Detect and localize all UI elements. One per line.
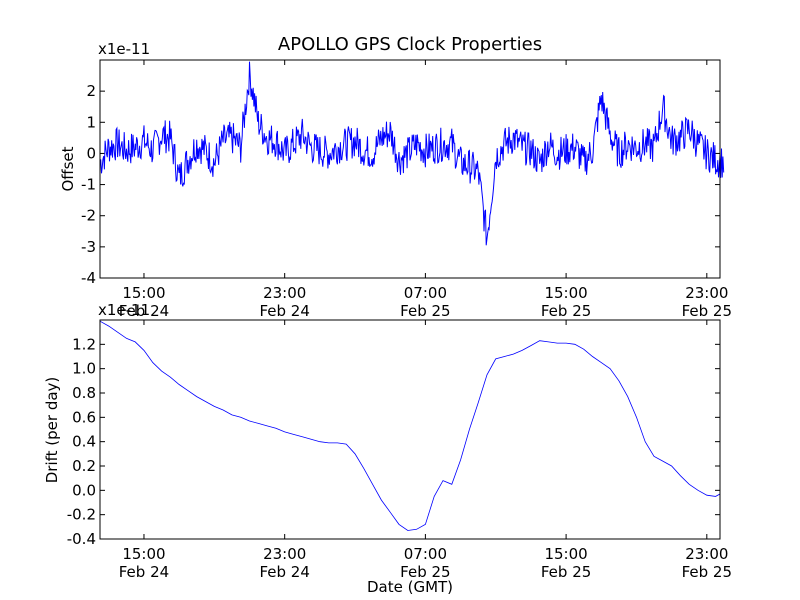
drift-y-multiplier: x1e-11	[98, 301, 150, 319]
offset-plot-frame	[99, 59, 721, 279]
offset-x-tick-date: Feb 24	[119, 302, 169, 320]
drift-x-tick-date: Feb 25	[541, 563, 591, 581]
drift-series-line	[99, 320, 721, 531]
drift-x-tick-time: 15:00	[544, 545, 587, 563]
drift-x-tick-time: 23:00	[685, 545, 728, 563]
drift-plot-area	[100, 320, 720, 539]
offset-y-multiplier: x1e-11	[98, 40, 150, 58]
drift-y-ticks: -0.4 -0.2 0.0 0.2 0.4 0.6 0.8 1.0 1.2	[67, 335, 720, 548]
drift-x-tick-date: Feb 24	[119, 563, 169, 581]
drift-x-tick-date: Feb 24	[259, 563, 309, 581]
chart-title: APOLLO GPS Clock Properties	[278, 34, 542, 55]
drift-y-tick-label: 0.4	[72, 433, 96, 451]
drift-x-tick-date: Feb 25	[682, 563, 732, 581]
offset-x-tick-date: Feb 25	[541, 302, 591, 320]
offset-x-tick-time: 15:00	[122, 284, 165, 302]
offset-y-tick-label: -1	[81, 176, 96, 194]
offset-x-tick-date: Feb 25	[682, 302, 732, 320]
drift-y-tick-label: 0.0	[72, 481, 96, 499]
offset-y-ticks: -4 -3 -2 -1 0 1 2	[81, 82, 720, 287]
offset-y-tick-label: 2	[86, 82, 96, 100]
offset-y-tick-label: 0	[86, 144, 96, 162]
offset-x-tick-time: 15:00	[544, 284, 587, 302]
offset-y-tick-label: -4	[81, 269, 96, 287]
offset-series-line	[99, 61, 725, 246]
drift-plot-frame	[99, 319, 721, 540]
drift-x-tick-time: 07:00	[404, 545, 447, 563]
offset-y-label: Offset	[59, 146, 77, 191]
offset-x-tick-time: 23:00	[263, 284, 306, 302]
offset-y-tick-label: 1	[86, 113, 96, 131]
drift-y-tick-label: -0.4	[67, 530, 96, 548]
offset-y-tick-label: -3	[81, 238, 96, 256]
offset-plot-area	[100, 60, 720, 278]
offset-y-tick-label: -2	[81, 207, 96, 225]
drift-y-label: Drift (per day)	[43, 377, 61, 484]
drift-x-tick-time: 23:00	[263, 545, 306, 563]
drift-y-tick-label: 0.8	[72, 384, 96, 402]
drift-y-tick-label: 0.6	[72, 408, 96, 426]
offset-x-tick-time: 07:00	[404, 284, 447, 302]
offset-x-tick-date: Feb 24	[259, 302, 309, 320]
offset-x-tick-date: Feb 25	[400, 302, 450, 320]
drift-y-tick-label: 1.2	[72, 335, 96, 353]
offset-x-tick-time: 23:00	[685, 284, 728, 302]
drift-x-label: Date (GMT)	[367, 578, 453, 596]
drift-x-tick-date: Feb 25	[400, 563, 450, 581]
drift-y-tick-label: 1.0	[72, 360, 96, 378]
drift-y-tick-label: -0.2	[67, 506, 96, 524]
drift-x-tick-time: 15:00	[122, 545, 165, 563]
drift-y-tick-label: 0.2	[72, 457, 96, 475]
